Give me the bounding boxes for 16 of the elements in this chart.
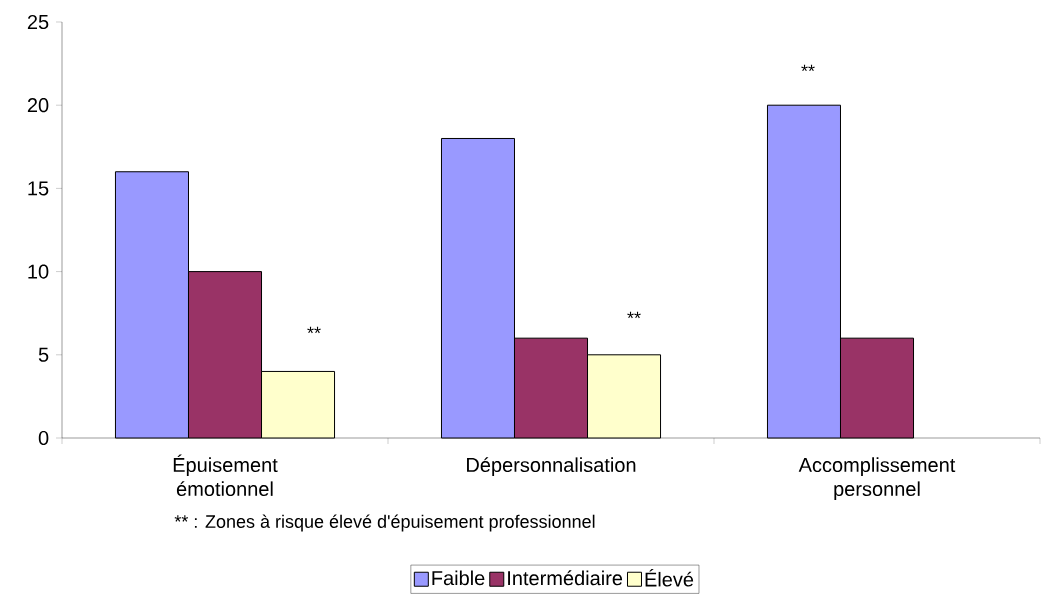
x-tick-label: Accomplissement personnel [798,457,956,501]
legend-label: Faible [432,570,485,586]
annotation: ** [307,326,321,334]
annotation: ** [801,64,815,72]
text: ** : Zones à risque élevé d'épuisement professionnel [174,514,595,532]
x-tick-label: Dépersonnalisation [467,457,636,477]
legend-label: Intermédiaire [508,570,623,586]
y-tick-label: 10 [28,264,49,279]
legend-label: Élevé [645,569,694,587]
y-tick-label: 25 [27,14,49,30]
y-tick-label: 15 [28,181,49,196]
y-tick-label: 5 [38,347,49,362]
x-tick-label: Épuisement émotionnel [173,454,278,497]
y-tick-label: 0 [38,430,49,446]
annotation: ** [627,311,641,319]
y-tick-label: 20 [27,98,49,113]
